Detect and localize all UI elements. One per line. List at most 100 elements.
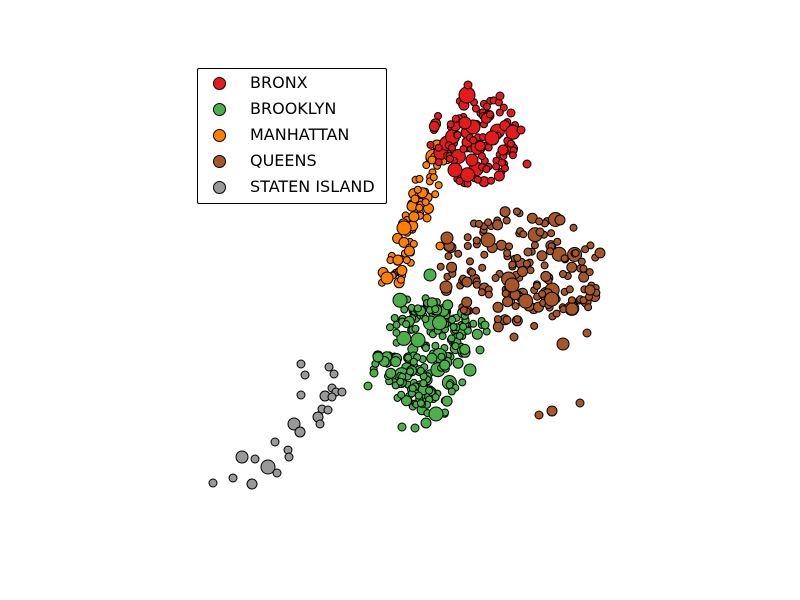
point-queens: [505, 242, 514, 251]
point-queens: [461, 296, 473, 308]
point-brooklyn: [475, 345, 485, 355]
point-staten-island: [287, 417, 301, 431]
point-staten-island: [337, 387, 347, 397]
point-queens: [532, 281, 541, 290]
point-manhattan: [396, 264, 408, 276]
point-brooklyn: [390, 314, 399, 322]
point-queens: [547, 229, 556, 238]
point-staten-island: [300, 370, 310, 380]
point-bronx: [465, 153, 479, 167]
point-manhattan: [435, 241, 445, 251]
point-queens: [468, 268, 477, 277]
point-queens: [484, 218, 493, 227]
point-manhattan: [410, 194, 420, 204]
point-queens: [517, 266, 528, 277]
point-manhattan: [403, 245, 415, 257]
point-manhattan: [392, 254, 404, 266]
point-brooklyn: [410, 332, 426, 348]
point-queens: [560, 254, 569, 263]
point-queens: [502, 216, 511, 225]
point-queens: [513, 315, 522, 324]
point-queens: [569, 223, 578, 232]
point-queens: [522, 259, 531, 268]
point-queens: [461, 276, 473, 288]
point-brooklyn: [423, 268, 437, 282]
point-manhattan: [408, 211, 420, 223]
point-queens: [530, 241, 539, 250]
point-queens: [546, 247, 554, 256]
point-queens: [440, 231, 454, 245]
point-queens: [511, 302, 520, 311]
point-brooklyn: [449, 323, 458, 331]
point-queens: [582, 328, 592, 338]
point-manhattan: [415, 174, 424, 183]
point-brooklyn: [425, 386, 434, 395]
point-staten-island: [260, 459, 276, 475]
point-queens: [535, 227, 545, 237]
legend-label-manhattan: MANHATTAN: [250, 125, 350, 144]
point-queens: [566, 261, 578, 273]
point-queens: [581, 245, 590, 254]
point-staten-island: [296, 390, 306, 400]
point-manhattan: [380, 271, 394, 285]
point-brooklyn: [392, 292, 408, 308]
point-queens: [466, 257, 474, 266]
point-queens: [571, 249, 580, 258]
point-brooklyn: [390, 356, 402, 368]
legend-label-queens: QUEENS: [250, 151, 317, 170]
point-queens: [472, 306, 481, 315]
legend-marker-queens: [213, 155, 226, 168]
point-staten-island: [315, 419, 325, 429]
point-brooklyn: [458, 378, 467, 387]
point-brooklyn: [445, 380, 454, 389]
point-queens: [474, 219, 483, 228]
point-brooklyn: [421, 315, 430, 323]
point-brooklyn: [420, 417, 432, 429]
point-queens: [494, 315, 502, 324]
point-queens: [491, 274, 500, 282]
point-queens: [463, 233, 472, 242]
point-bronx: [463, 80, 473, 90]
legend-marker-brooklyn: [213, 103, 226, 116]
point-bronx: [426, 140, 435, 149]
point-bronx: [516, 125, 526, 135]
point-bronx: [446, 120, 455, 129]
point-queens: [446, 261, 458, 273]
point-queens: [439, 280, 453, 294]
point-bronx: [495, 108, 504, 117]
point-queens: [540, 270, 552, 282]
point-queens: [519, 230, 528, 239]
point-bronx: [434, 143, 443, 152]
point-brooklyn: [442, 299, 454, 311]
point-queens: [480, 232, 496, 248]
point-bronx: [483, 102, 491, 111]
point-brooklyn: [385, 367, 397, 379]
legend-label-staten-island: STATEN ISLAND: [250, 177, 375, 196]
point-bronx: [522, 159, 532, 169]
point-manhattan: [422, 213, 432, 223]
point-queens: [477, 288, 486, 297]
legend-marker-manhattan: [213, 129, 226, 142]
point-bronx: [455, 177, 464, 185]
point-bronx: [469, 136, 478, 145]
point-brooklyn: [369, 368, 379, 378]
point-bronx: [506, 108, 516, 118]
point-bronx: [448, 143, 456, 152]
point-manhattan: [402, 256, 411, 265]
point-queens: [502, 315, 512, 325]
point-staten-island: [235, 450, 249, 464]
point-brooklyn: [408, 384, 417, 393]
point-brooklyn: [397, 422, 407, 432]
point-brooklyn: [459, 322, 468, 331]
point-manhattan: [413, 185, 422, 194]
point-brooklyn: [416, 366, 425, 375]
legend-label-brooklyn: BROOKLYN: [250, 99, 337, 118]
point-brooklyn: [438, 332, 447, 341]
point-manhattan: [422, 161, 431, 170]
legend-label-bronx: BRONX: [250, 73, 308, 92]
point-brooklyn: [447, 387, 456, 396]
point-bronx: [508, 151, 517, 160]
point-staten-island: [327, 392, 337, 402]
point-brooklyn: [431, 393, 440, 402]
